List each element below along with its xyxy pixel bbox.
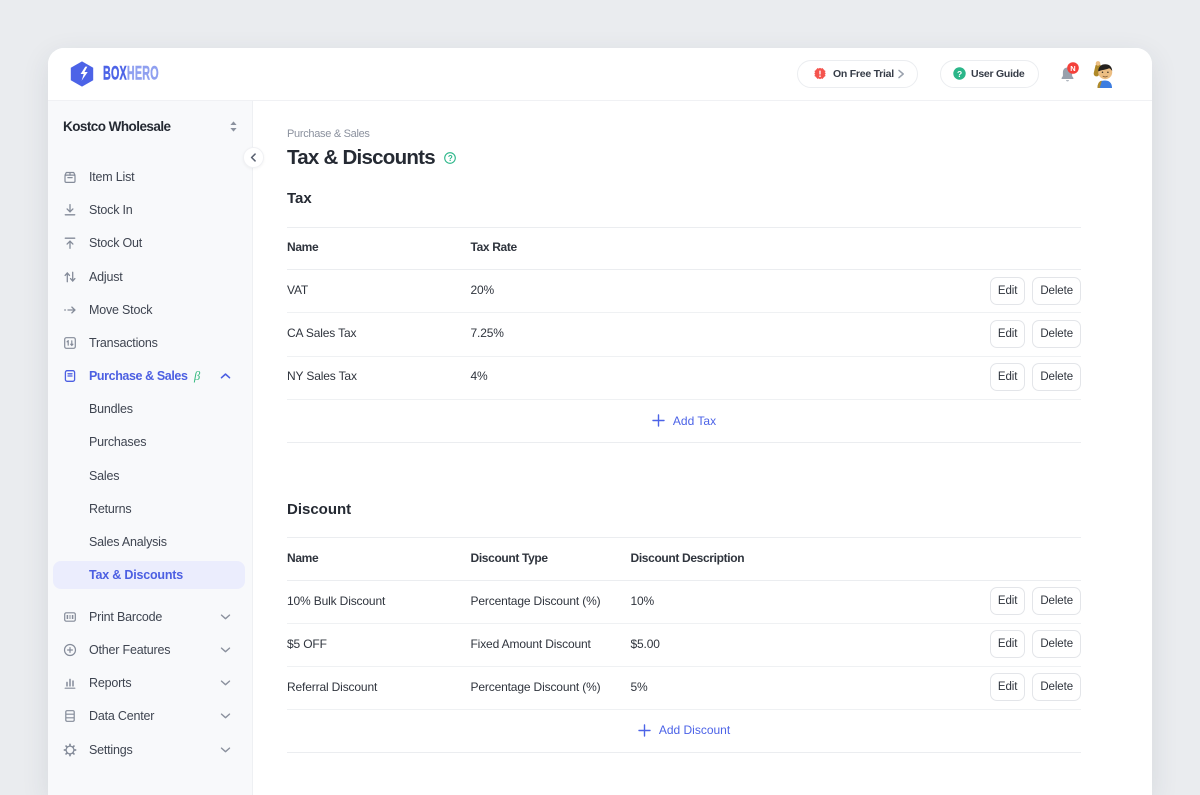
svg-text:?: ? [448,154,453,163]
svg-text:?: ? [957,69,962,79]
svg-text:BOXHERO: BOXHERO [103,64,159,84]
svg-text:N: N [1070,63,1075,72]
